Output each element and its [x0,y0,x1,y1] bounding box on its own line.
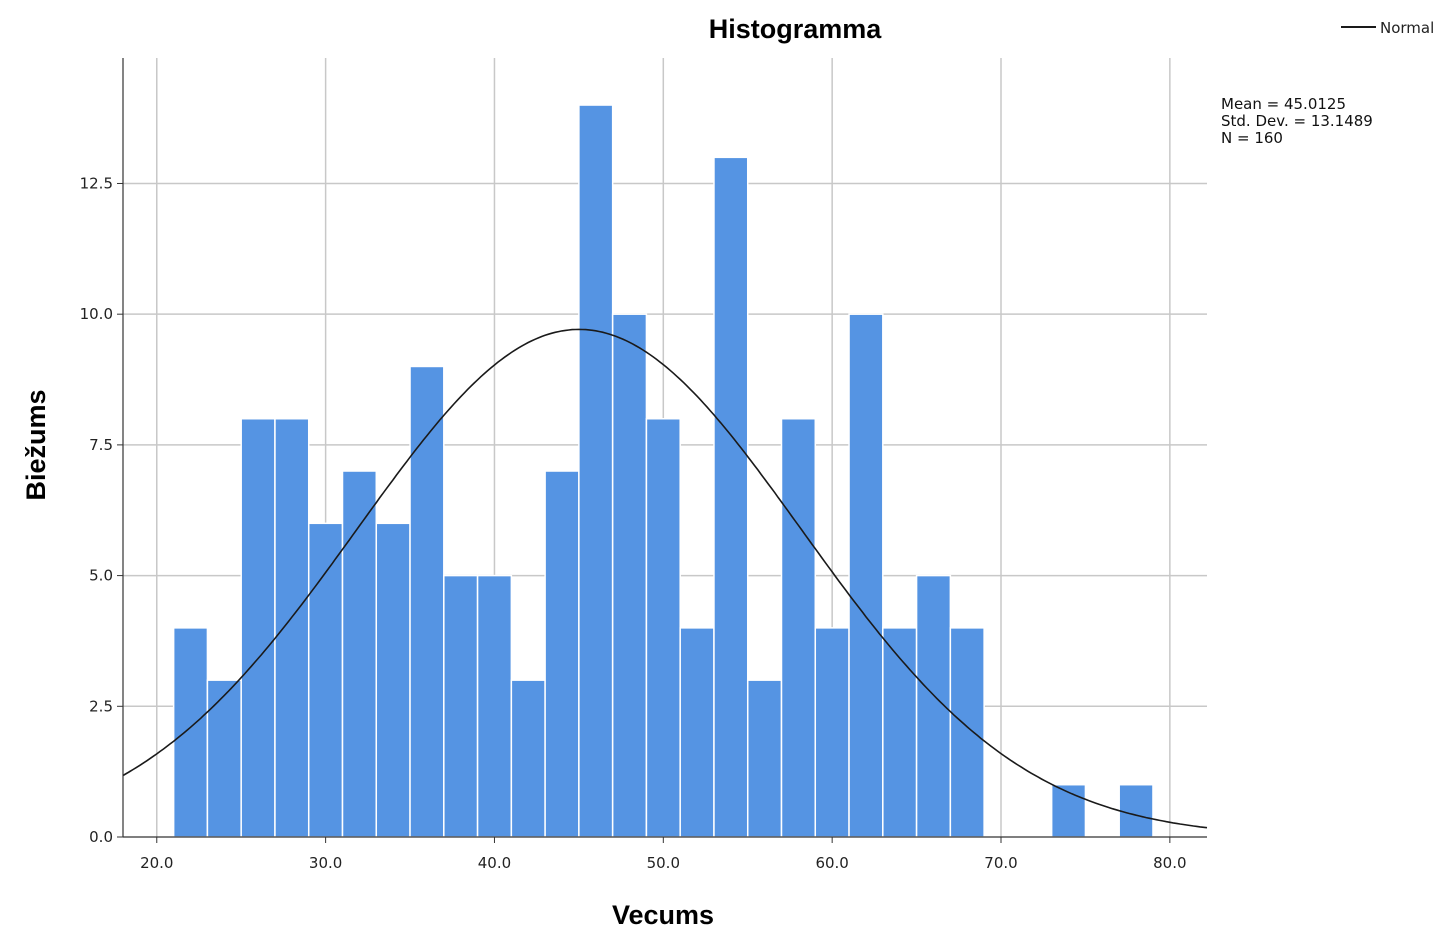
tick-labels: 20.0 30.0 40.0 50.0 60.0 70.0 80.0 0.0 2.5 5.0 7.5… [80,174,1187,872]
histogram-bar-0 [172,627,209,838]
histogram-bar-4 [307,522,344,838]
histogram-bar-16 [713,156,749,838]
histogram-bar-2 [240,417,276,838]
axes [122,58,1207,838]
histogram-bar-12 [578,104,614,838]
stats-box: Mean = 45.0125 Std. Dev. = 13.1489 N = 1… [1221,95,1373,147]
stat-n: N = 160 [1221,129,1283,147]
y-tick-label-5: 12.5 [80,174,113,192]
chart-title: Histogramma [709,14,883,44]
histogram-bar-25 [1118,783,1154,838]
x-tick-label-4: 60.0 [815,854,848,872]
legend-normal-label: Normal [1380,19,1434,37]
y-tick-label-2: 5.0 [89,567,113,585]
histogram-bar-1 [206,679,242,838]
histogram-bar-15 [679,627,715,838]
legend: Normal [1341,19,1434,37]
stat-std-dev: Std. Dev. = 13.1489 [1221,112,1373,130]
histogram-bar-10 [510,679,546,838]
histogram-bar-9 [476,574,513,838]
y-tick-label-0: 0.0 [89,828,113,846]
x-tick-label-0: 20.0 [140,854,173,872]
y-tick-label-4: 10.0 [80,305,113,323]
histogram-bar-7 [409,365,445,838]
histogram-bar-14 [645,417,681,838]
x-tick-label-6: 80.0 [1153,854,1186,872]
histogram-bars [172,104,1154,838]
histogram-bar-11 [544,470,580,838]
histogram-bar-19 [814,627,850,838]
histogram-bar-6 [375,522,411,838]
histogram-bar-21 [882,627,918,838]
x-tick-label-2: 40.0 [478,854,511,872]
histogram-bar-8 [443,574,479,838]
x-axis-title: Vecums [612,900,714,929]
x-tick-label-5: 70.0 [984,854,1017,872]
stat-mean: Mean = 45.0125 [1221,95,1346,113]
histogram-bar-20 [848,313,884,838]
x-tick-label-3: 50.0 [647,854,680,872]
x-tick-label-1: 30.0 [309,854,342,872]
y-tick-label-1: 2.5 [89,697,113,715]
normal-curve [122,328,1208,829]
histogram-bar-18 [780,417,817,838]
histogram-bar-17 [746,679,783,838]
histogram-bar-24 [1050,783,1087,838]
y-tick-label-3: 7.5 [89,436,113,454]
histogram-bar-23 [949,627,985,838]
histogram-bar-13 [611,313,648,838]
y-axis-title: Biežums [21,389,51,500]
histogram-bar-3 [274,417,310,838]
normal-curve-layer [122,328,1208,829]
